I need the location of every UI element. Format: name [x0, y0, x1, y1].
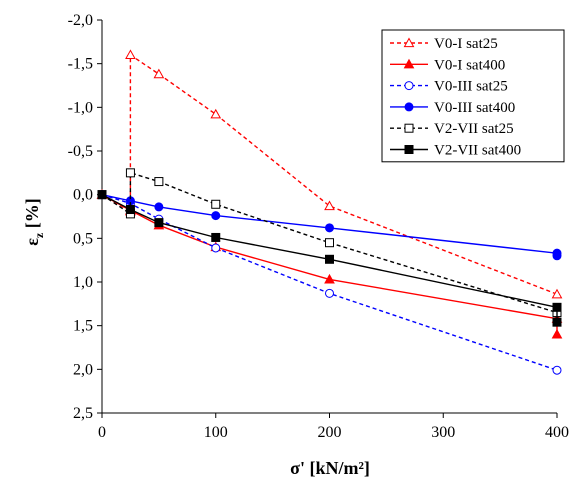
axes: -2,0 -1,5 -1,0 -0,5 0,0 0,5 1,0 1,5 2,0 2,5 0 100 20… [68, 12, 569, 441]
y-tick-label: -2,0 [68, 12, 93, 29]
y-tick-label: 0,0 [73, 187, 93, 204]
y-tick-label: 1,5 [73, 318, 93, 335]
data-point [552, 251, 562, 261]
y-tick-label: 2,0 [73, 361, 93, 378]
series-line [101, 194, 558, 371]
data-point [551, 288, 563, 299]
x-tick-label: 400 [545, 424, 569, 441]
legend-entry: V0-III sat400 [390, 100, 515, 116]
legend: V0-I sat25 V0-I sat400 V0-III sat25 V0-III … [381, 29, 565, 163]
x-tick-label: 100 [204, 424, 228, 441]
x-axis-title: σ' [kN/m²] [290, 458, 370, 478]
y-tick-label: -1,0 [68, 99, 93, 116]
y-tick-label: 1,0 [73, 274, 93, 291]
y-tick-label: -1,5 [68, 56, 93, 73]
data-point [125, 168, 135, 178]
legend-label: V0-III sat25 [434, 79, 508, 95]
legend-entry: V0-I sat25 [390, 36, 498, 52]
x-tick-label: 200 [318, 424, 342, 441]
data-point [325, 288, 334, 298]
data-point [324, 273, 335, 284]
legend-label: V0-I sat400 [434, 57, 505, 73]
y-tick-label: 2,5 [73, 405, 93, 422]
data-point [97, 190, 107, 200]
y-axis-title-main: ε [22, 238, 42, 246]
y-tick-label: 0,5 [73, 230, 93, 247]
legend-marker [403, 58, 415, 69]
data-point [154, 218, 164, 228]
legend-box [381, 29, 565, 163]
data-point [552, 365, 562, 375]
data-point [125, 49, 136, 60]
data-point [552, 302, 562, 312]
legend-marker [404, 145, 414, 154]
data-point [211, 232, 221, 242]
plot-series [96, 49, 563, 375]
data-point [211, 211, 221, 221]
x-tick-label: 0 [98, 424, 106, 441]
data-point [154, 177, 164, 187]
legend-entry: V2-VII sat25 [390, 121, 514, 137]
legend-entry: V0-I sat400 [390, 57, 505, 73]
data-point [211, 199, 221, 209]
x-tick-label: 300 [431, 424, 455, 441]
data-point [325, 223, 334, 233]
legend-marker [404, 81, 414, 91]
legend-marker [403, 37, 415, 48]
legend-label: V2-VII sat400 [434, 143, 521, 159]
data-point [324, 200, 335, 211]
data-point [325, 254, 334, 264]
legend-entry: V2-VII sat400 [390, 143, 521, 159]
legend-label: V2-VII sat25 [434, 121, 514, 137]
y-tick-label: -0,5 [68, 143, 93, 160]
data-point [211, 243, 221, 253]
data-point [125, 205, 135, 215]
data-point [552, 317, 562, 327]
series-v2-vii-sat400 [97, 190, 562, 327]
legend-entry: V0-III sat25 [390, 79, 508, 95]
y-axis-title: εz [%] [22, 198, 46, 246]
y-axis-title-unit: [%] [22, 198, 42, 233]
legend-label: V0-I sat25 [434, 36, 498, 52]
data-point [325, 238, 334, 248]
data-point [154, 202, 164, 212]
data-point [210, 108, 222, 119]
data-point [551, 328, 563, 339]
y-axis-title-subscript: z [32, 232, 46, 238]
legend-marker [404, 123, 414, 133]
legend-marker [404, 102, 414, 112]
data-point [153, 68, 165, 79]
legend-label: V0-III sat400 [434, 100, 515, 116]
